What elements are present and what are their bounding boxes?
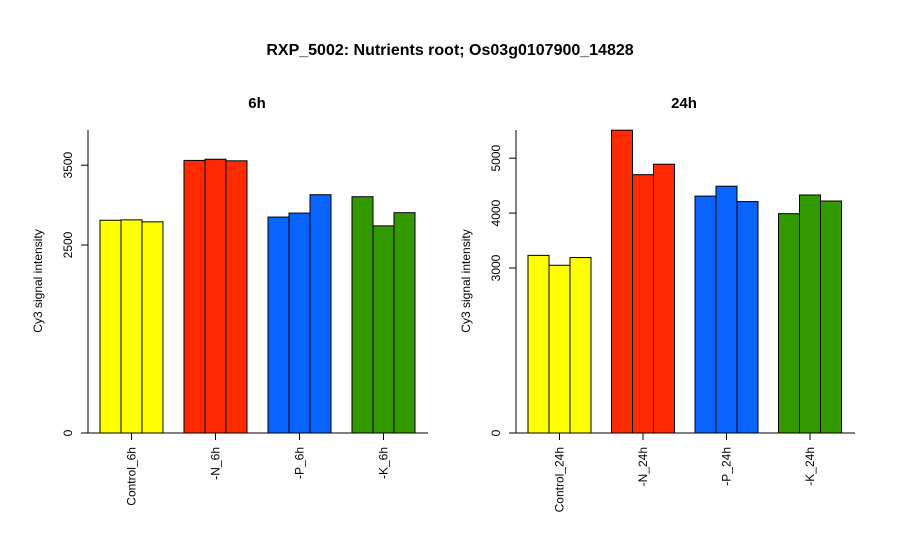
bar: [820, 200, 842, 434]
x-tick-label: -P_6h: [293, 447, 307, 479]
y-tick-label: 4000: [489, 199, 503, 226]
panel-6h: 6h Cy3 signal intensity 0 2500 3500 Control…: [31, 95, 428, 506]
bar: [351, 196, 374, 434]
bar: [694, 195, 717, 434]
bar: [569, 257, 592, 434]
x-tick-label: -N_6h: [209, 447, 223, 480]
bar: [372, 225, 395, 434]
bar: [736, 201, 759, 434]
bar: [309, 194, 332, 434]
panel-title: 24h: [671, 95, 697, 112]
bar: [141, 221, 164, 434]
y-tick-label: 3500: [61, 152, 75, 179]
y-axis-label: Cy3 signal intensity: [459, 229, 473, 332]
bar: [204, 158, 227, 434]
y-tick-label: 0: [489, 429, 503, 436]
bar: [611, 129, 633, 434]
y-axis-label: Cy3 signal intensity: [31, 229, 45, 332]
panel-24h: 24h Cy3 signal intensity 0 3000 4000 5000 Co…: [459, 95, 855, 512]
x-tick-label: Control_24h: [553, 447, 567, 512]
bar: [288, 212, 311, 434]
bar: [653, 163, 675, 434]
bar: [548, 264, 571, 434]
x-tick-label: -K_24h: [803, 447, 817, 486]
bar: [527, 254, 550, 434]
bar: [632, 174, 654, 434]
bar: [715, 185, 738, 434]
bar: [267, 216, 290, 434]
y-tick-label: 5000: [489, 145, 503, 172]
x-tick-label: Control_6h: [125, 447, 139, 506]
x-tick-label: -N_24h: [636, 447, 650, 486]
bar: [778, 213, 800, 434]
x-tick-label: -K_6h: [377, 447, 391, 479]
y-tick-label: 3000: [489, 254, 503, 281]
bar: [99, 219, 122, 434]
bar: [393, 212, 416, 434]
y-tick-label: 0: [61, 429, 75, 436]
main-title: RXP_5002: Nutrients root; Os03g0107900_1…: [266, 42, 633, 59]
y-tick-label: 2500: [61, 231, 75, 258]
bar: [225, 160, 248, 434]
bar: [183, 159, 206, 434]
x-tick-label: -P_24h: [720, 447, 734, 486]
bar: [799, 194, 821, 434]
bar: [120, 219, 143, 434]
panel-title: 6h: [248, 95, 266, 112]
